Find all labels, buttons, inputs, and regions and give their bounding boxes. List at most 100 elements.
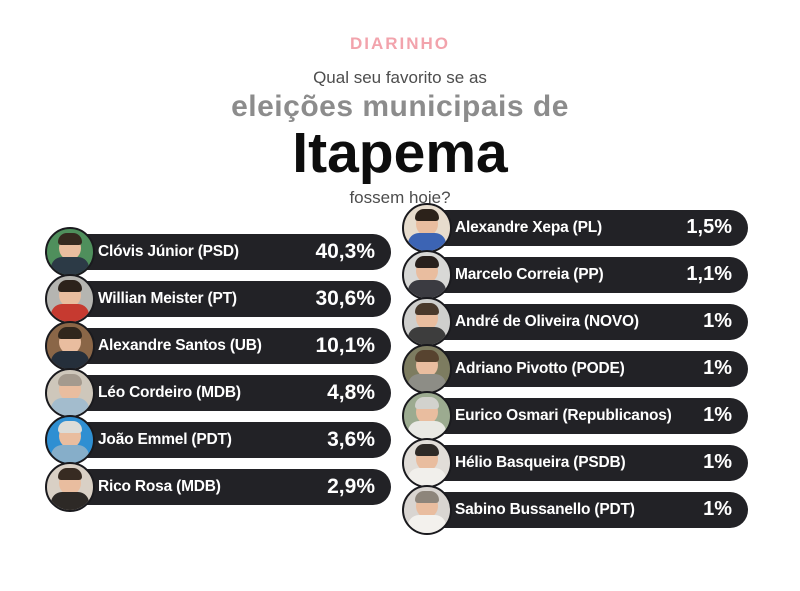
candidate-photo <box>402 484 452 535</box>
candidate-pill: Willian Meister (PT) 30,6% <box>60 280 391 317</box>
avatar-hair <box>415 208 439 221</box>
avatar-shirt <box>51 491 89 510</box>
candidate-percentage: 40,3% <box>315 239 375 263</box>
candidate-photo <box>402 437 452 488</box>
avatar-shirt <box>408 467 446 486</box>
candidate-name: Willian Meister (PT) <box>98 289 237 307</box>
avatar-hair <box>58 326 82 339</box>
question-line-1: Qual seu favorito se as <box>313 68 487 87</box>
candidate-row: Alexandre Santos (UB) 10,1% <box>45 320 391 371</box>
candidate-percentage: 3,6% <box>327 427 375 451</box>
candidate-percentage: 1% <box>703 357 732 379</box>
candidate-pill: Léo Cordeiro (MDB) 4,8% <box>60 374 391 411</box>
avatar-shirt <box>51 303 89 322</box>
avatar-shirt <box>408 326 446 345</box>
candidate-pill: Alexandre Xepa (PL) 1,5% <box>417 209 748 246</box>
results-column-right: Alexandre Xepa (PL) 1,5% Marcelo Correia… <box>402 202 748 535</box>
candidate-row: André de Oliveira (NOVO) 1% <box>402 296 748 347</box>
candidate-pill: Rico Rosa (MDB) 2,9% <box>60 468 391 505</box>
candidate-photo <box>402 343 452 394</box>
candidate-percentage: 4,8% <box>327 380 375 404</box>
avatar-hair <box>415 255 439 268</box>
candidate-photo <box>45 320 95 371</box>
candidate-percentage: 1% <box>703 404 732 426</box>
candidate-name: Alexandre Xepa (PL) <box>455 218 602 236</box>
candidate-name: Alexandre Santos (UB) <box>98 336 262 354</box>
candidate-percentage: 1,1% <box>686 263 732 285</box>
avatar-shirt <box>51 397 89 416</box>
candidate-percentage: 2,9% <box>327 474 375 498</box>
avatar-hair <box>58 279 82 292</box>
candidate-photo <box>402 296 452 347</box>
candidate-name: Adriano Pivotto (PODE) <box>455 359 625 377</box>
candidate-percentage: 1,5% <box>686 216 732 238</box>
candidate-pill: João Emmel (PDT) 3,6% <box>60 421 391 458</box>
avatar-hair <box>415 490 439 503</box>
candidate-row: Rico Rosa (MDB) 2,9% <box>45 461 391 512</box>
candidate-name: João Emmel (PDT) <box>98 430 232 448</box>
avatar-shirt <box>51 256 89 275</box>
avatar-shirt <box>51 350 89 369</box>
avatar-shirt <box>408 279 446 298</box>
candidate-photo <box>402 390 452 441</box>
candidate-photo <box>45 461 95 512</box>
candidate-photo <box>45 273 95 324</box>
candidate-photo <box>402 202 452 253</box>
question-line-2: eleições municipais de <box>231 90 569 123</box>
candidate-pill: André de Oliveira (NOVO) 1% <box>417 303 748 340</box>
avatar-shirt <box>408 420 446 439</box>
avatar-shirt <box>408 373 446 392</box>
candidate-pill: Clóvis Júnior (PSD) 40,3% <box>60 233 391 270</box>
candidate-row: Sabino Bussanello (PDT) 1% <box>402 484 748 535</box>
avatar-hair <box>58 467 82 480</box>
candidate-row: Marcelo Correia (PP) 1,1% <box>402 249 748 300</box>
candidate-row: Léo Cordeiro (MDB) 4,8% <box>45 367 391 418</box>
city-title: Itapema <box>292 121 508 185</box>
candidate-name: Sabino Bussanello (PDT) <box>455 500 635 518</box>
candidate-row: Hélio Basqueira (PSDB) 1% <box>402 437 748 488</box>
avatar-hair <box>58 232 82 245</box>
candidate-percentage: 1% <box>703 498 732 520</box>
candidate-name: Rico Rosa (MDB) <box>98 477 221 495</box>
avatar-hair <box>58 420 82 433</box>
candidate-name: Eurico Osmari (Republicanos) <box>455 406 672 424</box>
candidate-photo <box>45 226 95 277</box>
candidate-row: Alexandre Xepa (PL) 1,5% <box>402 202 748 253</box>
candidate-name: Hélio Basqueira (PSDB) <box>455 453 626 471</box>
candidate-percentage: 1% <box>703 451 732 473</box>
candidate-row: João Emmel (PDT) 3,6% <box>45 414 391 465</box>
candidate-row: Eurico Osmari (Republicanos) 1% <box>402 390 748 441</box>
candidate-photo <box>402 249 452 300</box>
candidate-pill: Adriano Pivotto (PODE) 1% <box>417 350 748 387</box>
avatar-hair <box>58 373 82 386</box>
candidate-name: Léo Cordeiro (MDB) <box>98 383 241 401</box>
results-column-left: Clóvis Júnior (PSD) 40,3% Willian Meiste… <box>45 226 391 512</box>
candidate-row: Clóvis Júnior (PSD) 40,3% <box>45 226 391 277</box>
candidate-name: André de Oliveira (NOVO) <box>455 312 639 330</box>
candidate-percentage: 10,1% <box>315 333 375 357</box>
avatar-hair <box>415 349 439 362</box>
avatar-shirt <box>408 514 446 533</box>
candidate-percentage: 30,6% <box>315 286 375 310</box>
question-line-3: fossem hoje? <box>349 187 451 207</box>
avatar-hair <box>415 443 439 456</box>
candidate-name: Marcelo Correia (PP) <box>455 265 604 283</box>
candidate-name: Clóvis Júnior (PSD) <box>98 242 239 260</box>
header: DIARINHO Qual seu favorito se as eleiçõe… <box>0 34 800 208</box>
candidate-pill: Hélio Basqueira (PSDB) 1% <box>417 444 748 481</box>
candidate-photo <box>45 367 95 418</box>
candidate-row: Willian Meister (PT) 30,6% <box>45 273 391 324</box>
avatar-hair <box>415 302 439 315</box>
candidate-row: Adriano Pivotto (PODE) 1% <box>402 343 748 394</box>
candidate-percentage: 1% <box>703 310 732 332</box>
brand-logo: DIARINHO <box>349 34 451 53</box>
candidate-photo <box>45 414 95 465</box>
avatar-hair <box>415 396 439 409</box>
candidate-pill: Marcelo Correia (PP) 1,1% <box>417 256 748 293</box>
candidate-pill: Alexandre Santos (UB) 10,1% <box>60 327 391 364</box>
avatar-shirt <box>51 444 89 463</box>
candidate-pill: Eurico Osmari (Republicanos) 1% <box>417 397 748 434</box>
avatar-shirt <box>408 232 446 251</box>
candidate-pill: Sabino Bussanello (PDT) 1% <box>417 491 748 528</box>
